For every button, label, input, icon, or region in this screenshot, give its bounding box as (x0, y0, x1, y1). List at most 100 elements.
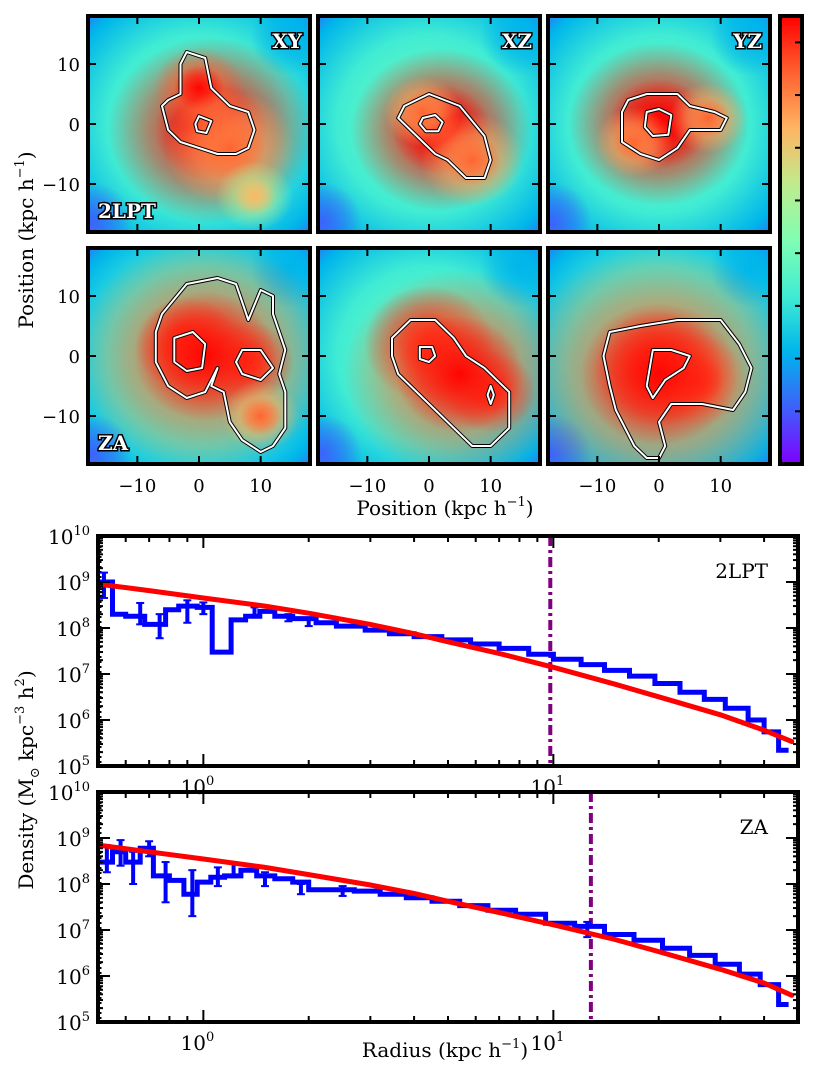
density-profile-steps (98, 845, 789, 1007)
tick-exponent: 9 (82, 570, 90, 585)
tick-exponent: 5 (82, 754, 90, 769)
low-density-patch (710, 16, 770, 76)
tick-exponent: 6 (82, 708, 90, 723)
tick-exponent: 7 (82, 662, 90, 677)
y-tick-label: 0 (69, 115, 80, 136)
tick-base: 10 (180, 775, 205, 799)
label-sup: −1 (13, 159, 28, 178)
label-text: Position (kpc h (14, 178, 38, 328)
axis-labels: Position (kpc h−1)Position (kpc h−1)Radi… (13, 151, 534, 1062)
x-tick-label: −10 (578, 476, 616, 497)
colorbar (778, 14, 804, 466)
projection-panel-za-yz (548, 248, 770, 464)
outer-contour (161, 51, 256, 155)
projection-panel-2lpt-yz (548, 16, 770, 232)
tick-exponent: 0 (206, 1030, 214, 1045)
y-tick-label: 109 (56, 570, 90, 595)
outer-contour (621, 93, 728, 161)
tick-base: 10 (56, 709, 81, 733)
label-text: Density (M (14, 778, 38, 889)
tick-base: 10 (530, 775, 555, 799)
tick-exponent: 10 (73, 780, 90, 795)
label-sup: −1 (501, 1037, 520, 1052)
density-core (239, 396, 283, 436)
y-tick-label: 107 (56, 662, 90, 687)
tick-base: 10 (180, 1031, 205, 1055)
projection-panel-2lpt-xy (88, 16, 310, 232)
x-tick-label: 101 (530, 1030, 564, 1055)
x-tick-label: −10 (118, 476, 156, 497)
x-tick-label: −10 (348, 476, 386, 497)
fit-curve (98, 581, 795, 745)
x-tick-label: 10 (249, 476, 272, 497)
tick-base: 10 (56, 919, 81, 943)
projection-axes: XY 2LPT −10 0 10 XZ YZ ZA −10 0 10 −10 0 10 −10 0 10 −10 0… (42, 14, 772, 497)
tick-exponent: 7 (82, 918, 90, 933)
projection-panel-za-xy (88, 248, 310, 464)
inner-contour (418, 346, 437, 363)
fit-curve (98, 842, 795, 998)
y-tick-label: 0 (69, 347, 80, 368)
label-end: ) (526, 496, 534, 520)
inner-contour (235, 349, 274, 381)
label-h: h (14, 686, 38, 705)
tick-base: 10 (48, 781, 73, 805)
outer-contour (602, 319, 753, 459)
label-sup: −3 (13, 706, 28, 725)
y-tick-label: 109 (56, 826, 90, 851)
inner-contour (418, 114, 444, 133)
tick-exponent: 6 (82, 964, 90, 979)
model-label: 2LPT (98, 199, 156, 223)
label-mid: kpc (14, 725, 38, 767)
projection-y-axis-label: Position (kpc h−1) (13, 151, 38, 328)
projection-label: YZ (732, 29, 762, 53)
y-tick-label: 106 (56, 708, 90, 733)
x-tick-label: 100 (180, 774, 214, 799)
inner-contour (643, 108, 673, 137)
label-end: ) (14, 151, 38, 159)
y-tick-label: 106 (56, 964, 90, 989)
x-tick-label: 0 (423, 476, 434, 497)
x-tick-label: 101 (530, 774, 564, 799)
density-core (395, 315, 524, 433)
projection-grid (88, 16, 770, 464)
y-tick-label: 108 (56, 872, 90, 897)
y-tick-label: −10 (42, 175, 80, 196)
profile-plot-area (98, 792, 795, 1022)
tick-base: 10 (48, 525, 73, 549)
x-tick-label: 10 (709, 476, 732, 497)
label-sup2: 2 (13, 678, 28, 686)
projection-x-axis-label: Position (kpc h−1) (356, 495, 533, 520)
y-tick-label: 108 (56, 616, 90, 641)
tick-exponent: 0 (206, 774, 214, 789)
projection-label: XZ (502, 29, 532, 53)
projection-panel-za-xz (318, 248, 540, 464)
y-tick-label: 105 (56, 1010, 90, 1035)
outer-contour (154, 277, 287, 453)
y-tick-label: 1010 (48, 524, 90, 549)
model-label: 2LPT (715, 559, 768, 583)
projection-label: XY (272, 29, 303, 53)
outer-contour (391, 319, 511, 447)
label-sup: −1 (507, 495, 526, 510)
model-label: ZA (740, 815, 769, 839)
tick-base: 10 (56, 755, 81, 779)
density-core (580, 302, 738, 446)
inner-contour (645, 349, 691, 399)
low-density-patch (548, 182, 592, 232)
profile-frame (96, 790, 800, 1024)
low-density-patch (318, 182, 362, 232)
low-density-patch (88, 182, 132, 232)
y-tick-label: 105 (56, 754, 90, 779)
inner-contour (173, 331, 207, 372)
tick-base: 10 (56, 873, 81, 897)
x-tick-label: 100 (180, 1030, 214, 1055)
y-tick-label: 1010 (48, 780, 90, 805)
label-end: ) (520, 1038, 528, 1062)
tick-exponent: 10 (73, 524, 90, 539)
x-tick-label: 0 (193, 476, 204, 497)
label-end: ) (14, 670, 38, 678)
